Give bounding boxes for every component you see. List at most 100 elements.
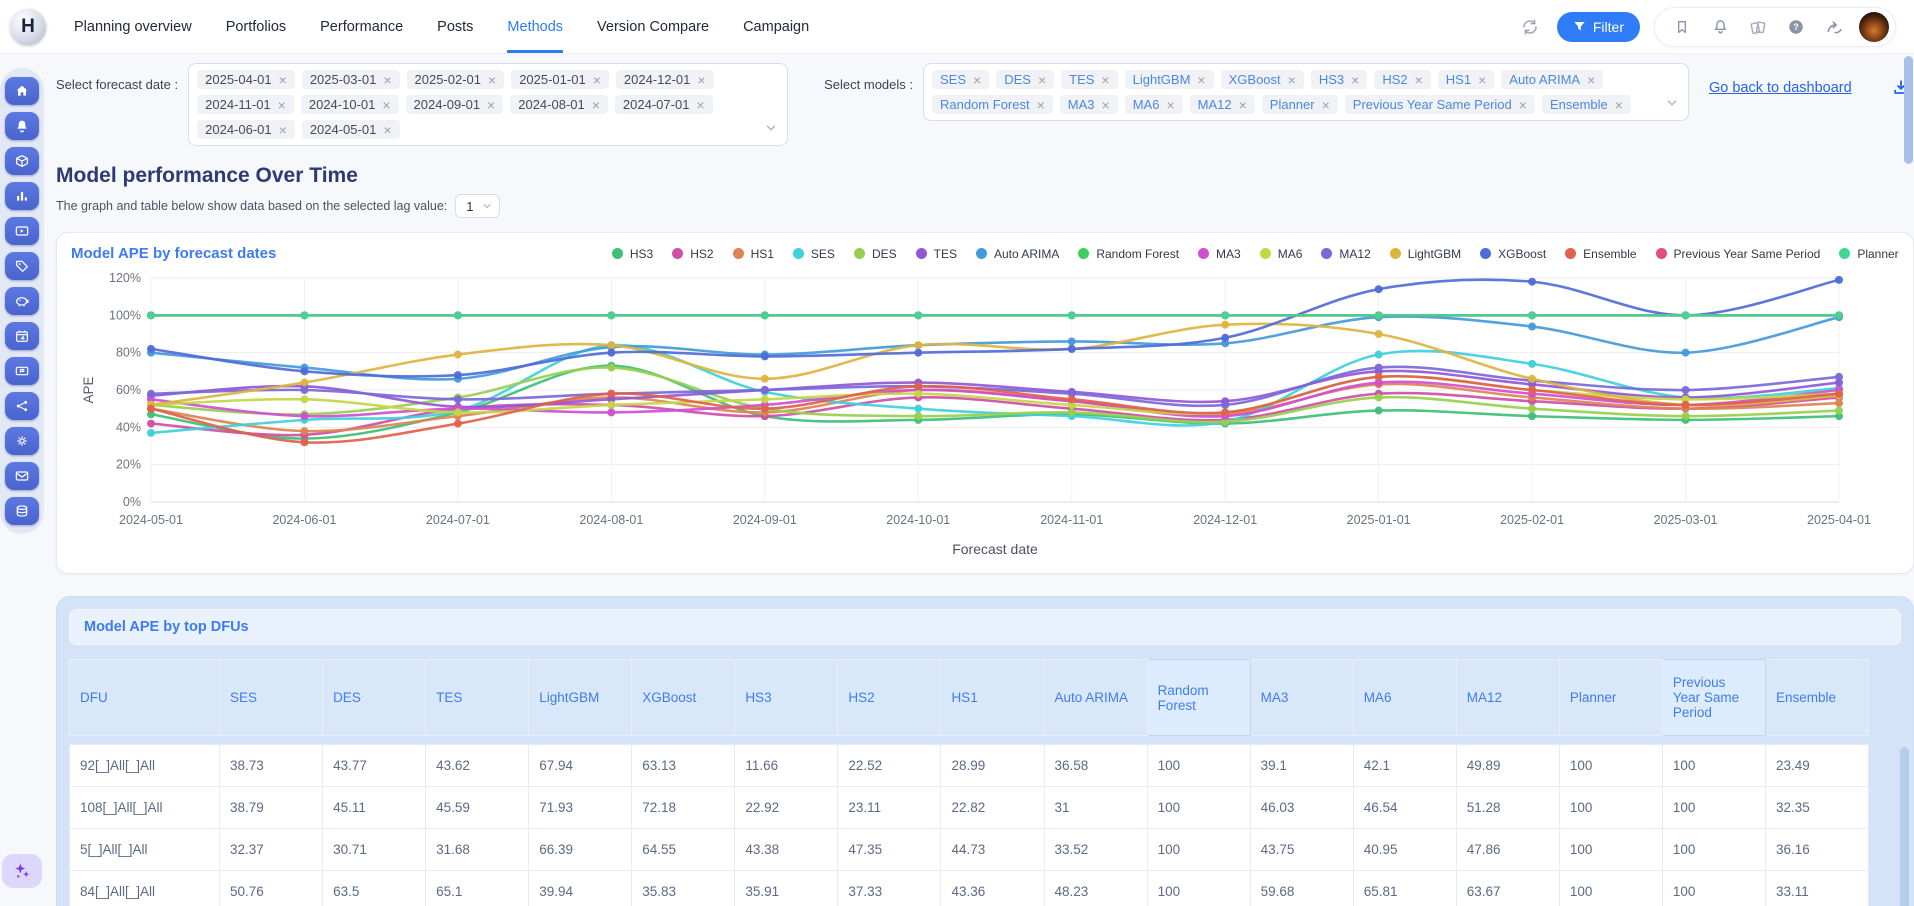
share-forward-icon[interactable] (1821, 14, 1847, 40)
sidebar-item-settings[interactable] (5, 427, 39, 455)
legend-item-hs1[interactable]: HS1 (732, 247, 774, 261)
column-header-hs1[interactable]: HS1 (940, 659, 1045, 736)
forecast-date-chip[interactable]: 2024-06-01 × (197, 120, 295, 139)
legend-item-ensemble[interactable]: Ensemble (1565, 247, 1637, 261)
remove-chip-icon[interactable]: × (1166, 96, 1175, 113)
column-header-dfu[interactable]: DFU (69, 659, 220, 736)
remove-chip-icon[interactable]: × (1101, 96, 1110, 113)
remove-chip-icon[interactable]: × (696, 96, 705, 113)
forecast-date-chip[interactable]: 2024-09-01 × (405, 95, 504, 114)
remove-chip-icon[interactable]: × (383, 121, 392, 138)
sidebar-item-media[interactable] (5, 217, 39, 245)
tab-version-compare[interactable]: Version Compare (597, 18, 710, 35)
sidebar-item-home[interactable] (5, 77, 39, 105)
tickets-icon[interactable] (1745, 14, 1771, 40)
sidebar-item-calendar[interactable] (5, 322, 39, 350)
notifications-bell-icon[interactable] (1707, 14, 1733, 40)
model-chip[interactable]: Ensemble × (1541, 95, 1631, 114)
column-header-ma12[interactable]: MA12 (1455, 659, 1560, 736)
forecast-date-chip[interactable]: 2025-04-01 × (197, 70, 295, 89)
remove-chip-icon[interactable]: × (277, 96, 286, 113)
legend-item-ma3[interactable]: MA3 (1198, 247, 1241, 261)
legend-item-ma12[interactable]: MA12 (1321, 247, 1371, 261)
bookmark-icon[interactable] (1669, 14, 1695, 40)
remove-chip-icon[interactable]: × (1287, 71, 1296, 88)
column-header-xgboost[interactable]: XGBoost (631, 659, 736, 736)
model-chip[interactable]: Auto ARIMA × (1501, 70, 1604, 89)
column-header-planner[interactable]: Planner (1558, 659, 1663, 736)
legend-item-planner[interactable]: Planner (1839, 247, 1899, 261)
column-header-hs2[interactable]: HS2 (837, 659, 942, 736)
tab-posts[interactable]: Posts (437, 18, 474, 35)
legend-item-ses[interactable]: SES (792, 247, 835, 261)
forecast-date-chip[interactable]: 2024-12-01 × (615, 70, 714, 89)
legend-item-des[interactable]: DES (853, 247, 897, 261)
tab-planning-overview[interactable]: Planning overview (74, 18, 192, 35)
sidebar-item-data[interactable] (5, 497, 39, 525)
remove-chip-icon[interactable]: × (1518, 96, 1527, 113)
column-header-hs3[interactable]: HS3 (734, 659, 839, 736)
remove-chip-icon[interactable]: × (1321, 96, 1330, 113)
column-header-ma6[interactable]: MA6 (1352, 659, 1457, 736)
legend-item-hs2[interactable]: HS2 (672, 247, 714, 261)
model-chip[interactable]: LightGBM × (1124, 70, 1214, 89)
forecast-date-multiselect[interactable]: 2025-04-01 × 2025-03-01 × 2025-02-01 × 2025-01… (188, 63, 789, 146)
legend-item-hs3[interactable]: HS3 (611, 247, 653, 261)
remove-chip-icon[interactable]: × (1101, 71, 1110, 88)
remove-chip-icon[interactable]: × (383, 71, 392, 88)
forecast-date-chip[interactable]: 2025-03-01 × (301, 70, 400, 89)
ai-assistant-button[interactable] (2, 854, 42, 888)
sidebar-item-tags[interactable] (5, 252, 39, 280)
user-avatar[interactable] (1859, 11, 1889, 42)
model-chip[interactable]: MA12 × (1189, 95, 1255, 114)
model-chip[interactable]: MA6 × (1124, 95, 1183, 114)
forecast-date-chip[interactable]: 2025-02-01 × (406, 70, 505, 89)
filter-button[interactable]: Filter (1556, 11, 1640, 42)
model-chip[interactable]: TES × (1061, 70, 1118, 89)
sidebar-item-alerts[interactable] (5, 112, 39, 140)
model-chip[interactable]: Planner × (1261, 95, 1338, 114)
back-to-dashboard-link[interactable]: Go back to dashboard (1709, 80, 1852, 96)
model-chip[interactable]: MA3 × (1059, 95, 1118, 114)
forecast-date-chip[interactable]: 2024-11-01 × (197, 95, 294, 114)
remove-chip-icon[interactable]: × (592, 71, 601, 88)
remove-chip-icon[interactable]: × (591, 96, 600, 113)
sidebar-item-products[interactable] (5, 147, 39, 175)
remove-chip-icon[interactable]: × (1037, 71, 1047, 88)
page-scrollbar[interactable] (1904, 56, 1913, 164)
remove-chip-icon[interactable]: × (1036, 96, 1045, 113)
legend-item-ma6[interactable]: MA6 (1259, 247, 1302, 261)
column-header-ma3[interactable]: MA3 (1249, 659, 1354, 736)
models-multiselect[interactable]: SES × DES × TES × LightGBM × XGBoost × HS3 × HS2 × HS1… (923, 63, 1689, 121)
forecast-date-chip[interactable]: 2024-08-01 × (510, 95, 608, 114)
model-chip[interactable]: HS3 × (1310, 70, 1368, 89)
model-chip[interactable]: XGBoost × (1220, 70, 1304, 89)
sidebar-item-integrations[interactable] (5, 392, 39, 420)
remove-chip-icon[interactable]: × (1587, 71, 1596, 88)
legend-item-xgboost[interactable]: XGBoost (1480, 247, 1546, 261)
legend-item-random-forest[interactable]: Random Forest (1078, 247, 1179, 261)
column-header-tes[interactable]: TES (425, 659, 530, 736)
lag-value-select[interactable]: 1 (455, 194, 501, 218)
column-header-random-forest[interactable]: Random Forest (1146, 659, 1251, 736)
remove-chip-icon[interactable]: × (697, 71, 706, 88)
remove-chip-icon[interactable]: × (1414, 71, 1423, 88)
forecast-date-chip[interactable]: 2024-10-01 × (300, 95, 399, 114)
remove-chip-icon[interactable]: × (1238, 96, 1247, 113)
remove-chip-icon[interactable]: × (973, 71, 982, 88)
model-chip[interactable]: HS1 × (1437, 70, 1495, 89)
legend-item-lightgbm[interactable]: LightGBM (1389, 247, 1461, 261)
column-header-ensemble[interactable]: Ensemble (1764, 659, 1870, 736)
app-logo[interactable]: H (10, 8, 46, 45)
model-chip[interactable]: HS2 × (1374, 70, 1431, 89)
column-header-des[interactable]: DES (322, 659, 427, 736)
sidebar-item-analytics[interactable] (5, 182, 39, 210)
legend-item-auto-arima[interactable]: Auto ARIMA (975, 247, 1059, 261)
remove-chip-icon[interactable]: × (1478, 71, 1487, 88)
remove-chip-icon[interactable]: × (1351, 71, 1360, 88)
model-chip[interactable]: DES × (996, 70, 1055, 89)
column-header-lightgbm[interactable]: LightGBM (528, 659, 633, 736)
legend-item-tes[interactable]: TES (915, 247, 957, 261)
sidebar-item-savings[interactable] (5, 287, 39, 315)
remove-chip-icon[interactable]: × (1197, 71, 1206, 88)
